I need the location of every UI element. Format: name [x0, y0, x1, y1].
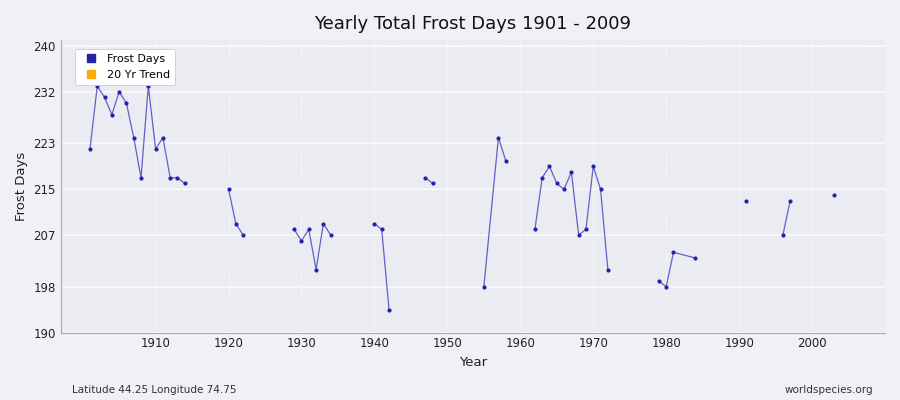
Point — [783, 198, 797, 204]
Point — [287, 226, 302, 232]
Point — [557, 186, 572, 192]
Point — [572, 232, 586, 238]
Point — [491, 134, 506, 141]
Point — [177, 180, 192, 187]
Point — [659, 284, 673, 290]
Point — [104, 112, 119, 118]
Point — [229, 220, 243, 227]
Text: worldspecies.org: worldspecies.org — [785, 385, 873, 395]
Point — [666, 249, 680, 256]
Point — [527, 226, 542, 232]
Point — [543, 163, 557, 170]
Point — [586, 163, 600, 170]
Point — [600, 266, 615, 273]
Point — [535, 174, 549, 181]
Point — [374, 226, 389, 232]
Title: Yearly Total Frost Days 1901 - 2009: Yearly Total Frost Days 1901 - 2009 — [314, 15, 632, 33]
Point — [294, 238, 309, 244]
Point — [579, 226, 593, 232]
Point — [827, 192, 842, 198]
Point — [309, 266, 323, 273]
Point — [418, 174, 433, 181]
Point — [499, 157, 513, 164]
Point — [302, 226, 316, 232]
Point — [90, 83, 104, 89]
Point — [170, 174, 184, 181]
Point — [688, 255, 703, 261]
Point — [477, 284, 491, 290]
Point — [83, 146, 97, 152]
Point — [550, 180, 564, 187]
Point — [564, 169, 579, 175]
X-axis label: Year: Year — [459, 356, 487, 369]
Point — [323, 232, 338, 238]
Legend: Frost Days, 20 Yr Trend: Frost Days, 20 Yr Trend — [75, 48, 176, 85]
Point — [221, 186, 236, 192]
Point — [112, 88, 126, 95]
Point — [593, 186, 608, 192]
Point — [367, 220, 382, 227]
Point — [382, 306, 396, 313]
Point — [148, 146, 163, 152]
Point — [156, 134, 170, 141]
Point — [163, 174, 177, 181]
Point — [739, 198, 753, 204]
Point — [652, 278, 666, 284]
Point — [119, 100, 133, 106]
Point — [97, 94, 112, 101]
Text: Latitude 44.25 Longitude 74.75: Latitude 44.25 Longitude 74.75 — [72, 385, 237, 395]
Point — [141, 83, 156, 89]
Point — [127, 134, 141, 141]
Point — [776, 232, 790, 238]
Point — [426, 180, 440, 187]
Point — [236, 232, 250, 238]
Y-axis label: Frost Days: Frost Days — [15, 152, 28, 221]
Point — [134, 174, 148, 181]
Point — [316, 220, 330, 227]
